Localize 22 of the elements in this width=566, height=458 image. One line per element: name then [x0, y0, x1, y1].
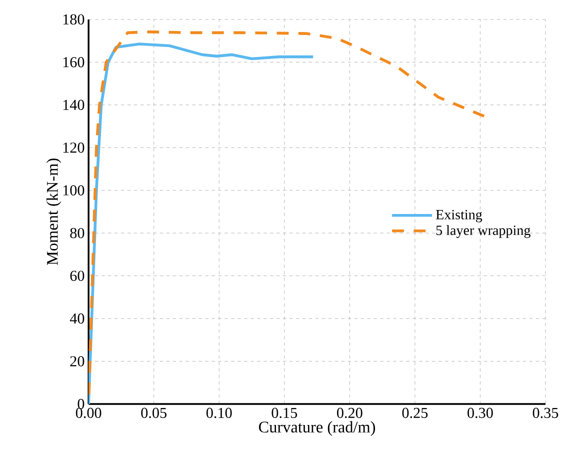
- legend-label: Existing: [436, 210, 482, 222]
- y-tick-label: 120: [63, 142, 84, 153]
- y-tick-label: 100: [63, 185, 84, 196]
- y-tick-label: 20: [70, 356, 84, 366]
- x-tick-label: 0.05: [141, 408, 166, 418]
- x-tick-label: 0.30: [468, 408, 493, 418]
- y-tick-label: 0: [78, 398, 84, 410]
- y-tick-label: 140: [63, 100, 84, 110]
- y-tick-label: 80: [70, 228, 84, 238]
- x-tick-label: 0.25: [402, 408, 428, 418]
- y-tick-label: 160: [63, 57, 84, 68]
- legend-label: 5 layer wrapping: [436, 225, 530, 238]
- x-tick-label: 0.20: [337, 408, 362, 418]
- y-tick-label: 180: [63, 14, 84, 25]
- y-tick-label: 40: [70, 313, 84, 324]
- x-tick-label: 0.35: [532, 408, 558, 418]
- y-tick-label: 60: [70, 270, 84, 281]
- y-axis-title: Moment (kN-m): [46, 158, 62, 266]
- x-tick-label: 0.15: [272, 408, 298, 418]
- x-tick-label: 0.00: [76, 408, 102, 418]
- x-axis-title: Curvature (rad/m): [258, 421, 376, 436]
- x-tick-label: 0.10: [206, 408, 232, 418]
